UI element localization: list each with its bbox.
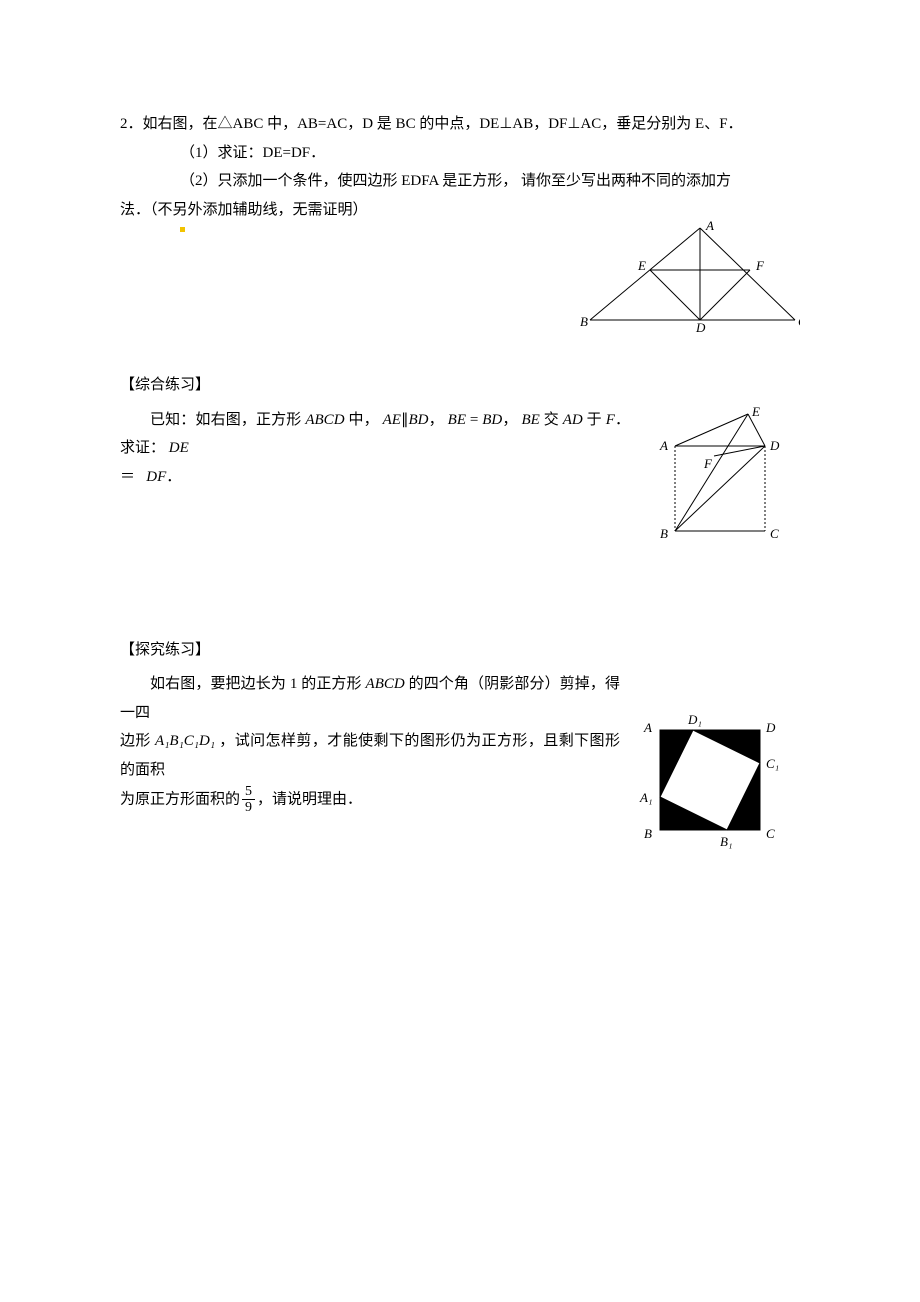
section-tanjiu-title: 【探究练习】	[120, 636, 800, 665]
svg-text:D: D	[765, 720, 776, 735]
q2-part2a: （2）只添加一个条件，使四边形 EDFA 是正方形， 请你至少写出两种不同的添加…	[120, 167, 800, 196]
svg-text:B₁: B₁	[720, 834, 732, 849]
zonghe-line1: 已知：如右图，正方形 ABCD 中， AE∥BD， BE = BD， BE 交 …	[120, 406, 630, 463]
svg-text:F: F	[703, 456, 713, 471]
svg-text:C: C	[770, 526, 779, 541]
svg-text:A: A	[643, 720, 652, 735]
figure-cut-square: A B C D A₁ B₁ C₁ D₁	[630, 710, 800, 860]
figure-square-abcd-e: A B C D E F	[650, 406, 800, 546]
section-zonghe-title: 【综合练习】	[120, 371, 800, 400]
figure-triangle-abc: A B C D E F	[580, 220, 800, 335]
zonghe-line2: ＝ DF．	[120, 463, 630, 492]
tanjiu-line3: 为原正方形面积的59，请说明理由．	[120, 784, 620, 816]
svg-text:C₁: C₁	[766, 756, 779, 771]
svg-text:B: B	[660, 526, 668, 541]
tanjiu-line2: 边形 A₁B₁C₁D₁ ，试问怎样剪，才能使剩下的图形仍为正方形，且剩下图形的面…	[120, 727, 620, 784]
svg-text:E: E	[637, 258, 646, 273]
tanjiu-line1: 如右图，要把边长为 1 的正方形 ABCD 的四个角（阴影部分）剪掉，得一四	[120, 670, 620, 727]
svg-text:A: A	[659, 438, 668, 453]
svg-text:A: A	[705, 220, 714, 233]
svg-text:C: C	[766, 826, 775, 841]
q2-part1: （1）求证：DE=DF．	[120, 139, 800, 168]
svg-text:B: B	[580, 314, 588, 329]
svg-text:E: E	[751, 406, 760, 419]
fraction-5-9: 59	[242, 784, 255, 816]
svg-text:D: D	[695, 320, 706, 335]
yellow-marker	[180, 227, 185, 232]
svg-text:B: B	[644, 826, 652, 841]
svg-text:C: C	[798, 314, 800, 329]
svg-text:A₁: A₁	[639, 790, 652, 805]
svg-text:D₁: D₁	[687, 712, 702, 727]
q2-stem: 2．如右图，在△ABC 中，AB=AC，D 是 BC 的中点，DE⊥AB，DF⊥…	[120, 110, 800, 139]
svg-text:F: F	[755, 258, 765, 273]
svg-text:D: D	[769, 438, 780, 453]
